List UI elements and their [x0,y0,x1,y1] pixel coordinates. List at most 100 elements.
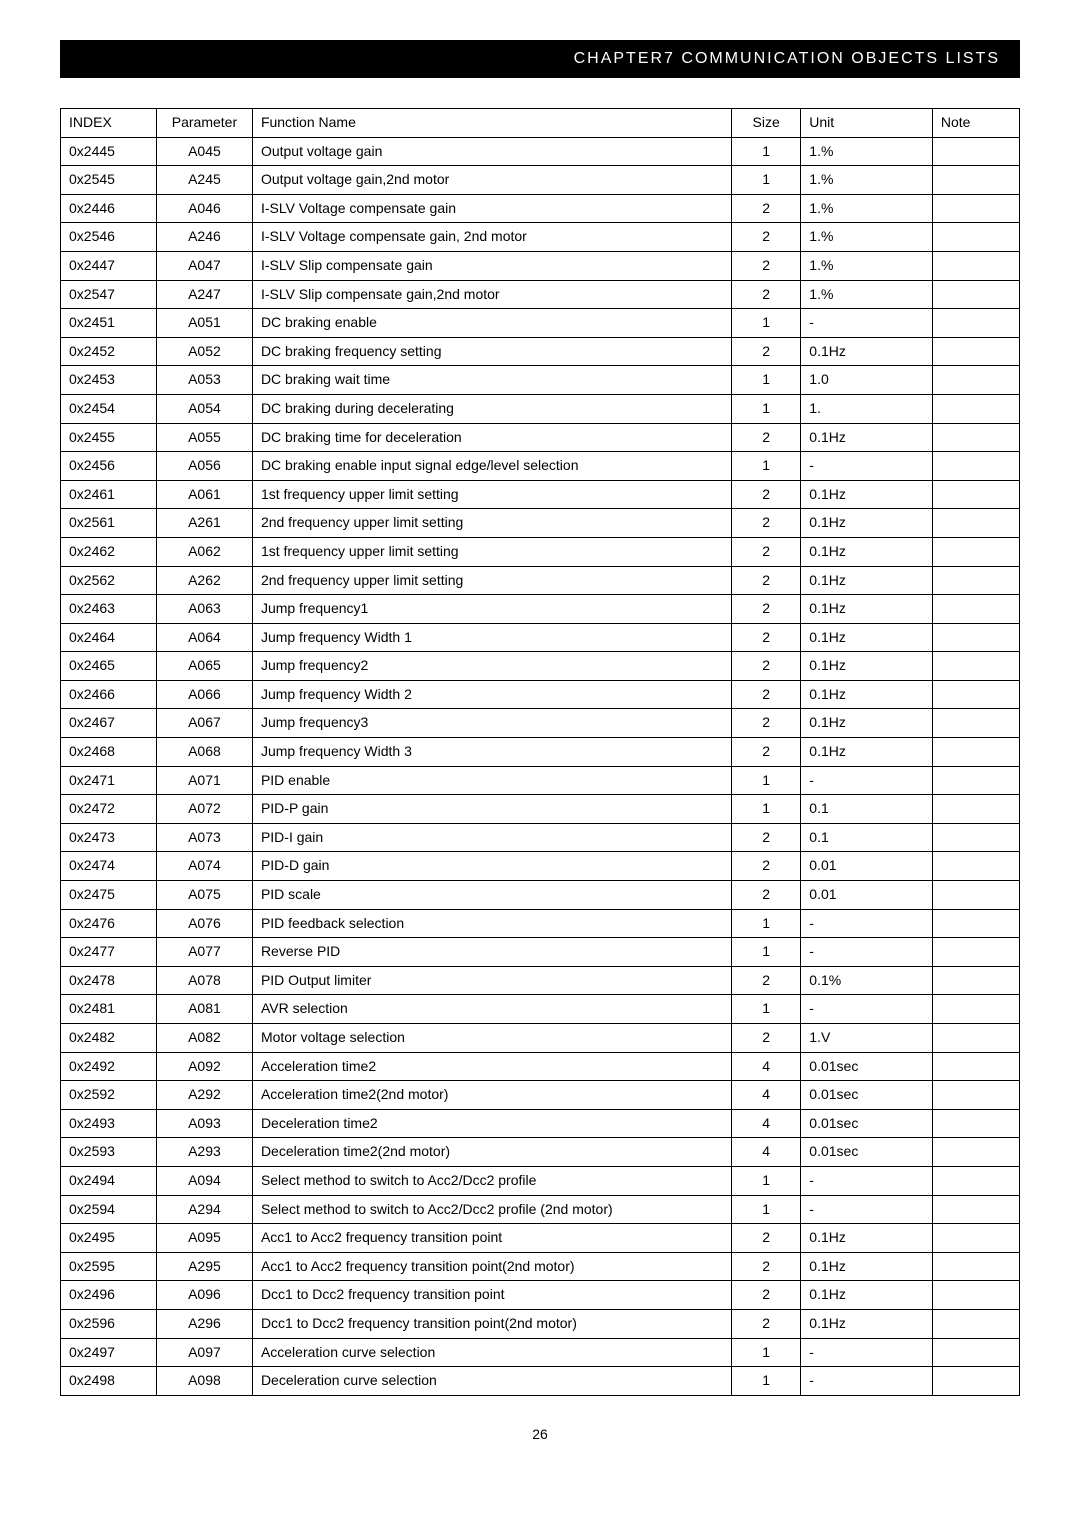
cell-unit: 0.1Hz [801,537,933,566]
cell-size: 1 [732,366,801,395]
cell-func: Deceleration time2 [252,1109,731,1138]
cell-unit: - [801,995,933,1024]
cell-size: 2 [732,566,801,595]
table-row: 0x2464A064Jump frequency Width 120.1Hz [61,623,1020,652]
cell-size: 2 [732,623,801,652]
cell-func: I-SLV Voltage compensate gain [252,194,731,223]
cell-unit: - [801,938,933,967]
cell-index: 0x2445 [61,137,157,166]
cell-index: 0x2478 [61,966,157,995]
cell-func: 2nd frequency upper limit setting [252,509,731,538]
table-row: 0x2594A294Select method to switch to Acc… [61,1195,1020,1224]
cell-func: Dcc1 to Dcc2 frequency transition point(… [252,1309,731,1338]
cell-func: I-SLV Slip compensate gain [252,251,731,280]
cell-size: 2 [732,966,801,995]
cell-func: I-SLV Slip compensate gain,2nd motor [252,280,731,309]
cell-param: A071 [156,766,252,795]
cell-func: PID enable [252,766,731,795]
cell-param: A066 [156,680,252,709]
cell-unit: 1.0 [801,366,933,395]
chapter-header: CHAPTER7 COMMUNICATION OBJECTS LISTS [60,40,1020,78]
cell-unit: 0.1Hz [801,652,933,681]
cell-func: DC braking enable input signal edge/leve… [252,452,731,481]
cell-index: 0x2475 [61,881,157,910]
cell-size: 2 [732,881,801,910]
cell-index: 0x2463 [61,595,157,624]
table-row: 0x2465A065Jump frequency220.1Hz [61,652,1020,681]
table-row: 0x2466A066Jump frequency Width 220.1Hz [61,680,1020,709]
table-row: 0x2496A096Dcc1 to Dcc2 frequency transit… [61,1281,1020,1310]
cell-size: 2 [732,480,801,509]
cell-note [932,566,1019,595]
cell-func: Jump frequency Width 3 [252,738,731,767]
cell-param: A056 [156,452,252,481]
cell-size: 2 [732,1309,801,1338]
cell-note [932,1281,1019,1310]
cell-size: 4 [732,1138,801,1167]
cell-index: 0x2467 [61,709,157,738]
cell-index: 0x2481 [61,995,157,1024]
table-row: 0x2456A056DC braking enable input signal… [61,452,1020,481]
cell-unit: 0.1Hz [801,509,933,538]
cell-param: A068 [156,738,252,767]
cell-unit: 1.% [801,280,933,309]
table-row: 0x2453A053DC braking wait time11.0 [61,366,1020,395]
cell-index: 0x2464 [61,623,157,652]
cell-unit: - [801,909,933,938]
table-row: 0x2477A077Reverse PID1- [61,938,1020,967]
cell-index: 0x2476 [61,909,157,938]
cell-index: 0x2451 [61,309,157,338]
cell-index: 0x2495 [61,1224,157,1253]
table-row: 0x2463A063Jump frequency120.1Hz [61,595,1020,624]
cell-param: A294 [156,1195,252,1224]
cell-unit: 0.1Hz [801,595,933,624]
table-row: 0x2546A246I-SLV Voltage compensate gain,… [61,223,1020,252]
cell-index: 0x2494 [61,1166,157,1195]
cell-note [932,881,1019,910]
cell-size: 2 [732,680,801,709]
cell-func: I-SLV Voltage compensate gain, 2nd motor [252,223,731,252]
cell-index: 0x2497 [61,1338,157,1367]
cell-size: 2 [732,509,801,538]
cell-unit: 0.1Hz [801,480,933,509]
table-row: 0x2473A073PID-I gain20.1 [61,823,1020,852]
cell-size: 1 [732,394,801,423]
cell-size: 1 [732,1195,801,1224]
cell-note [932,537,1019,566]
cell-unit: 0.1Hz [801,1224,933,1253]
cell-size: 1 [732,1338,801,1367]
cell-index: 0x2561 [61,509,157,538]
table-row: 0x2471A071PID enable1- [61,766,1020,795]
table-row: 0x2547A247I-SLV Slip compensate gain,2nd… [61,280,1020,309]
cell-unit: 0.1Hz [801,1281,933,1310]
cell-size: 2 [732,280,801,309]
cell-index: 0x2594 [61,1195,157,1224]
cell-note [932,452,1019,481]
cell-param: A073 [156,823,252,852]
cell-param: A096 [156,1281,252,1310]
table-row: 0x2468A068Jump frequency Width 320.1Hz [61,738,1020,767]
cell-func: Acc1 to Acc2 frequency transition point [252,1224,731,1253]
cell-size: 2 [732,423,801,452]
table-row: 0x2451A051DC braking enable1- [61,309,1020,338]
cell-index: 0x2472 [61,795,157,824]
cell-param: A063 [156,595,252,624]
cell-param: A075 [156,881,252,910]
cell-index: 0x2462 [61,537,157,566]
cell-note [932,1309,1019,1338]
cell-param: A098 [156,1367,252,1396]
cell-unit: 0.01sec [801,1138,933,1167]
cell-func: DC braking frequency setting [252,337,731,366]
cell-param: A095 [156,1224,252,1253]
cell-param: A045 [156,137,252,166]
cell-param: A082 [156,1024,252,1053]
cell-size: 1 [732,795,801,824]
cell-size: 2 [732,251,801,280]
cell-param: A097 [156,1338,252,1367]
cell-unit: 0.1Hz [801,1309,933,1338]
cell-note [932,480,1019,509]
cell-unit: 0.1Hz [801,709,933,738]
cell-param: A074 [156,852,252,881]
cell-unit: 0.1Hz [801,337,933,366]
cell-note [932,1109,1019,1138]
